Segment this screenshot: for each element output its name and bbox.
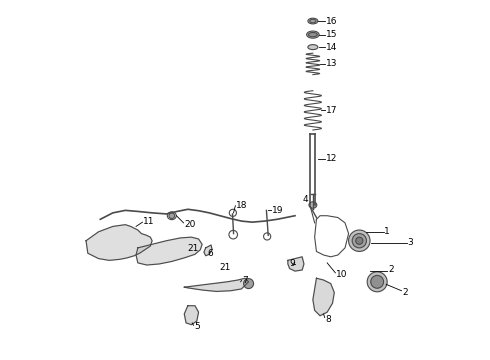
Text: 2: 2	[388, 265, 393, 274]
Text: 9: 9	[290, 260, 295, 269]
Text: 3: 3	[408, 238, 413, 247]
Text: 12: 12	[326, 154, 337, 163]
Text: 10: 10	[336, 270, 347, 279]
Text: 4: 4	[302, 195, 308, 204]
Circle shape	[371, 275, 384, 288]
Polygon shape	[86, 225, 152, 260]
Text: 13: 13	[326, 59, 337, 68]
Ellipse shape	[307, 31, 319, 38]
Circle shape	[348, 230, 370, 251]
Text: 16: 16	[326, 17, 337, 26]
Ellipse shape	[308, 18, 318, 24]
Text: 17: 17	[326, 106, 337, 115]
Text: 19: 19	[272, 206, 283, 215]
Text: 14: 14	[326, 42, 337, 51]
Text: 6: 6	[207, 249, 213, 258]
Text: 18: 18	[236, 201, 247, 210]
Polygon shape	[184, 306, 198, 325]
Text: 21: 21	[187, 244, 198, 253]
Text: 21: 21	[220, 263, 231, 272]
Polygon shape	[204, 245, 212, 256]
Polygon shape	[313, 278, 334, 316]
Polygon shape	[184, 278, 248, 292]
Text: 11: 11	[143, 217, 155, 226]
Ellipse shape	[310, 19, 316, 23]
Text: 8: 8	[325, 315, 331, 324]
Circle shape	[169, 213, 174, 219]
Circle shape	[367, 272, 387, 292]
Ellipse shape	[309, 202, 317, 208]
Ellipse shape	[308, 32, 318, 37]
Text: 7: 7	[242, 275, 248, 284]
Text: 20: 20	[184, 220, 196, 229]
Ellipse shape	[308, 45, 318, 50]
Circle shape	[244, 279, 253, 289]
Text: 5: 5	[194, 322, 200, 331]
Circle shape	[356, 237, 363, 244]
Polygon shape	[136, 237, 202, 265]
Circle shape	[352, 234, 367, 248]
Text: 15: 15	[326, 30, 337, 39]
Polygon shape	[288, 257, 304, 271]
Text: 1: 1	[384, 227, 390, 236]
Text: 2: 2	[402, 288, 408, 297]
